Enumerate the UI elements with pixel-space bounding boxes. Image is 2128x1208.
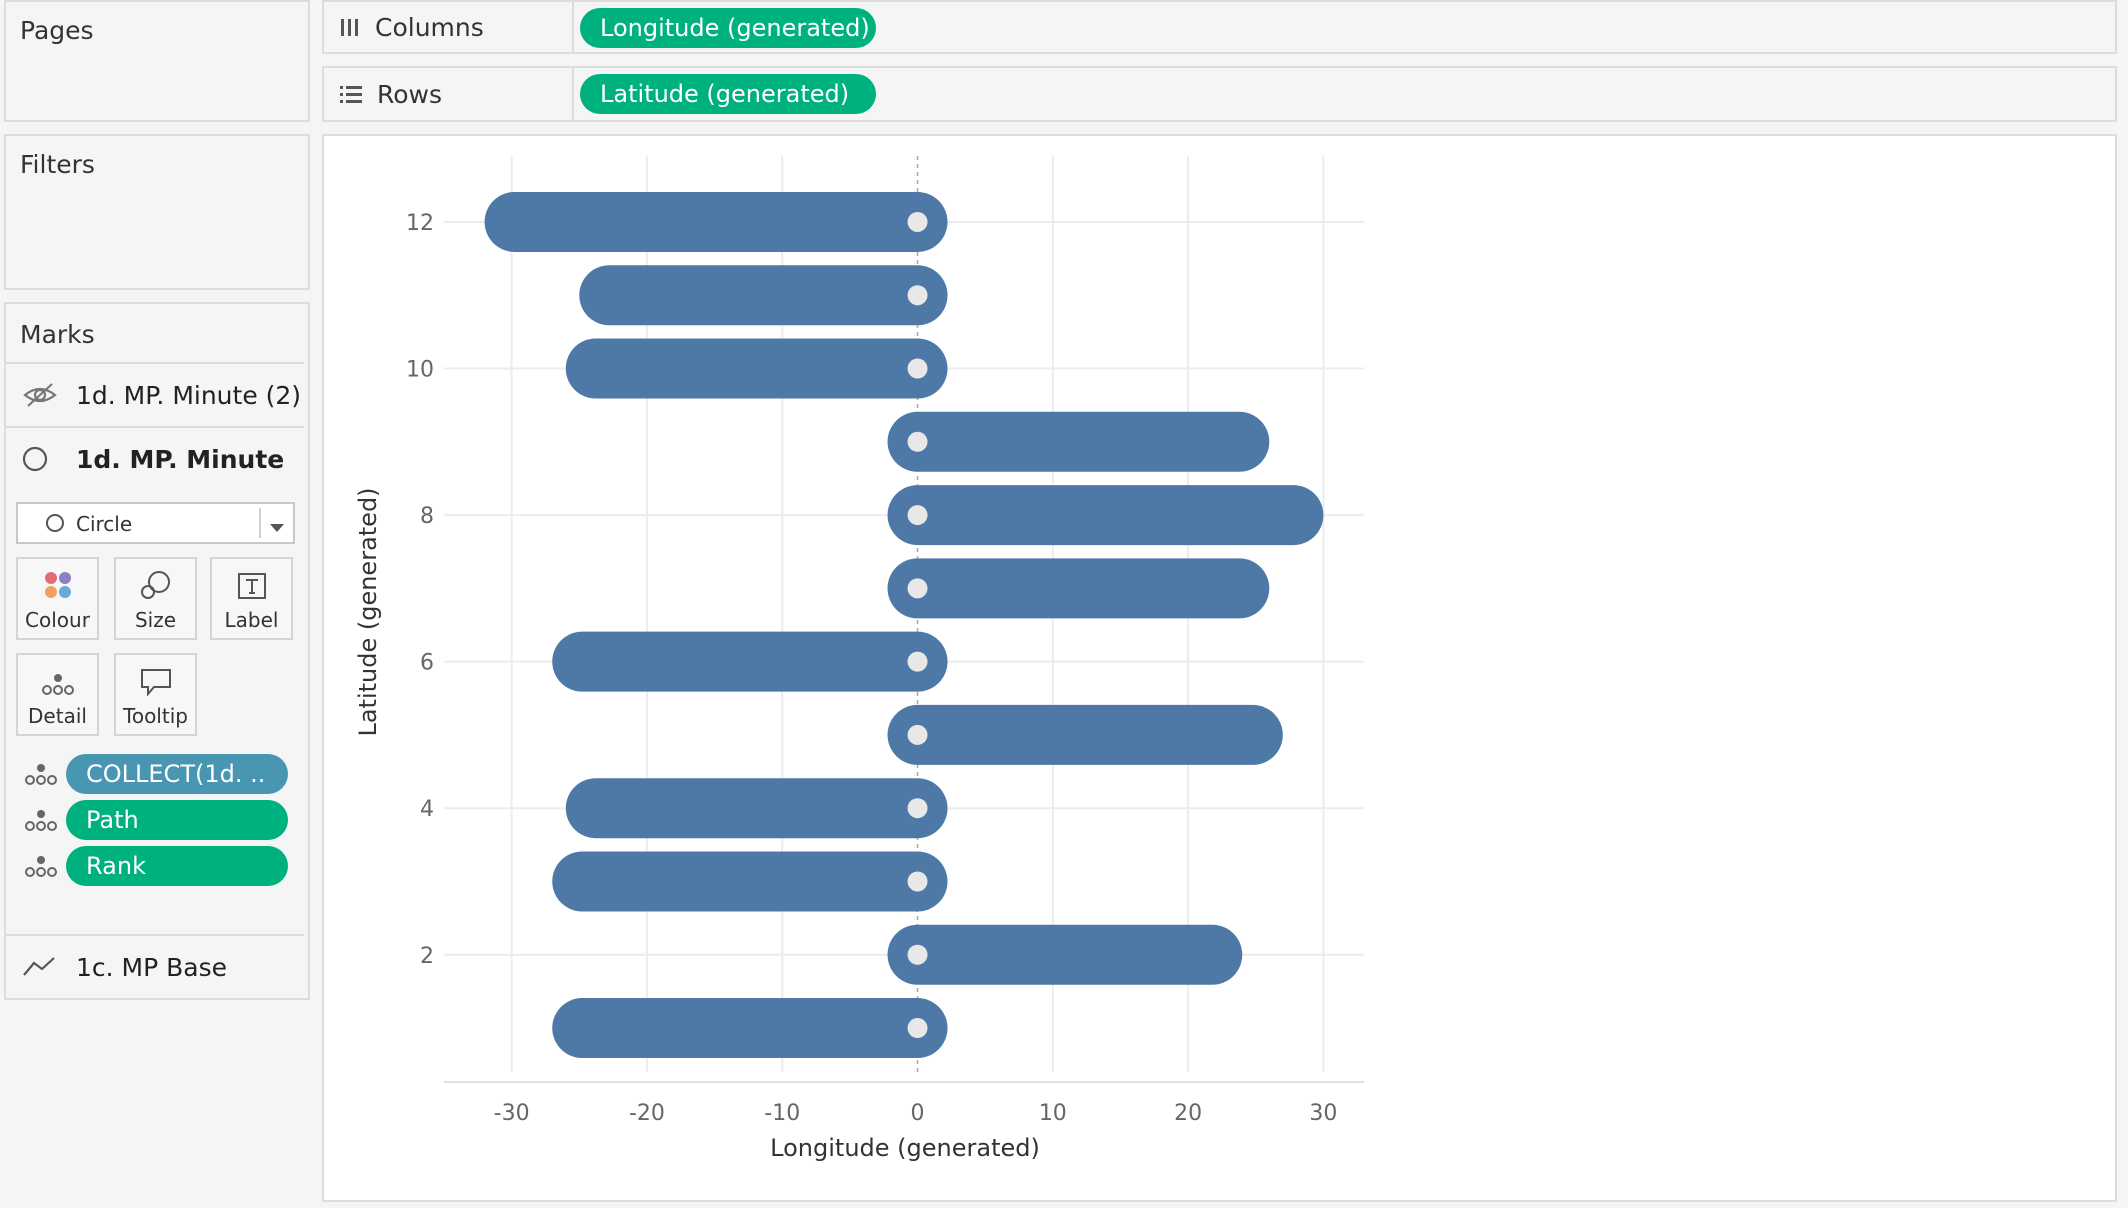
origin-dot-mark[interactable]: [907, 431, 928, 452]
marks-field-collect[interactable]: COLLECT(1d. ..: [24, 754, 288, 794]
x-tick-label: -30: [494, 1101, 530, 1126]
tooltip-card[interactable]: Tooltip: [114, 653, 197, 736]
detail-icon: [25, 810, 57, 831]
y-tick-label: 2: [420, 944, 434, 969]
x-tick-label: 10: [1039, 1101, 1067, 1126]
x-tick-label: -20: [629, 1101, 665, 1126]
marks-layer-minute-2[interactable]: 1d. MP. Minute (2): [4, 362, 304, 426]
mark-type-value: Circle: [76, 512, 133, 536]
detail-card[interactable]: Detail: [16, 653, 99, 736]
origin-dot-mark[interactable]: [907, 578, 928, 599]
colour-icon: [44, 572, 71, 598]
columns-label: Columns: [375, 12, 484, 42]
origin-dot-mark[interactable]: [907, 285, 928, 306]
y-tick-label: 8: [420, 504, 434, 529]
marks-layer-minute[interactable]: 1d. MP. Minute: [4, 426, 304, 490]
marks-field-path[interactable]: Path: [24, 800, 288, 840]
marks-layer-base[interactable]: 1c. MP Base: [4, 934, 304, 998]
marks-title: Marks: [20, 320, 95, 349]
tooltip-label: Tooltip: [123, 704, 188, 728]
pages-panel[interactable]: Pages: [4, 0, 310, 122]
colour-card[interactable]: Colour: [16, 557, 99, 640]
detail-icon: [25, 856, 57, 877]
origin-dot-mark[interactable]: [907, 651, 928, 672]
bar-mark[interactable]: [552, 851, 948, 912]
rows-pill[interactable]: Latitude (generated): [580, 74, 876, 114]
origin-dot-mark[interactable]: [907, 724, 928, 745]
rows-shelf[interactable]: Rows Latitude (generated): [322, 66, 2117, 122]
bar-mark[interactable]: [887, 411, 1270, 472]
label-card[interactable]: Label: [210, 557, 293, 640]
columns-shelf[interactable]: Columns Longitude (generated): [322, 0, 2117, 54]
field-pill-rank[interactable]: Rank: [66, 846, 288, 886]
columns-icon: [341, 19, 358, 36]
x-tick-label: 30: [1309, 1101, 1337, 1126]
origin-dot-mark[interactable]: [907, 798, 928, 819]
columns-pill[interactable]: Longitude (generated): [580, 8, 876, 48]
field-pill-path[interactable]: Path: [66, 800, 288, 840]
y-axis-title: Latitude (generated): [354, 487, 382, 736]
x-axis-title: Longitude (generated): [770, 1134, 1040, 1162]
y-tick-label: 12: [406, 211, 434, 236]
origin-dot-mark[interactable]: [907, 871, 928, 892]
bar-mark[interactable]: [565, 778, 948, 839]
y-tick-label: 6: [420, 651, 434, 676]
x-tick-label: 20: [1174, 1101, 1202, 1126]
marks-layer-label: 1d. MP. Minute: [76, 444, 285, 474]
bar-mark[interactable]: [887, 558, 1270, 619]
marks-layer-label: 1c. MP Base: [76, 952, 228, 982]
marks-layer-label: 1d. MP. Minute (2): [76, 380, 302, 410]
text-label-icon: [237, 573, 266, 599]
detail-icon: [25, 764, 57, 785]
shelf-divider: [572, 68, 574, 120]
size-label: Size: [134, 608, 177, 632]
pages-title: Pages: [20, 16, 94, 45]
bar-mark[interactable]: [552, 631, 948, 692]
detail-icon: [41, 674, 74, 695]
dropdown-divider: [259, 508, 261, 538]
line-icon: [22, 955, 66, 979]
size-card[interactable]: Size: [114, 557, 197, 640]
bar-mark[interactable]: [579, 265, 948, 326]
bar-mark[interactable]: [565, 338, 948, 399]
field-pill-collect[interactable]: COLLECT(1d. ..: [66, 754, 288, 794]
tooltip-icon: [140, 669, 171, 696]
y-tick-label: 4: [420, 797, 434, 822]
shelf-divider: [572, 2, 574, 52]
eye-hidden-icon[interactable]: [22, 381, 66, 409]
rows-label: Rows: [377, 79, 443, 109]
chevron-down-icon: [269, 518, 285, 537]
origin-dot-mark[interactable]: [907, 944, 928, 965]
x-tick-label: -10: [764, 1101, 800, 1126]
origin-dot-mark[interactable]: [907, 1018, 928, 1039]
bar-mark[interactable]: [887, 704, 1283, 765]
label-label: Label: [224, 608, 279, 632]
origin-dot-mark[interactable]: [907, 211, 928, 232]
marks-field-rank[interactable]: Rank: [24, 846, 288, 886]
bar-mark[interactable]: [887, 485, 1324, 546]
circle-icon: [44, 512, 66, 538]
bar-mark[interactable]: [484, 191, 948, 252]
circle-icon: [22, 445, 66, 473]
y-tick-label: 10: [406, 358, 434, 383]
filters-panel[interactable]: Filters: [4, 134, 310, 290]
mark-type-dropdown[interactable]: Circle: [16, 502, 295, 544]
size-icon: [140, 571, 170, 599]
bar-mark[interactable]: [552, 998, 948, 1059]
chart[interactable]: -30 -20 -10 0 10 20 30 2 4 6 8 10 12 Longitude (gene…: [324, 136, 2115, 1200]
origin-dot-mark[interactable]: [907, 505, 928, 526]
detail-label: Detail: [28, 704, 87, 728]
filters-title: Filters: [20, 150, 95, 179]
colour-label: Colour: [25, 608, 90, 632]
view-canvas[interactable]: -30 -20 -10 0 10 20 30 2 4 6 8 10 12 Longitude (gene…: [322, 134, 2117, 1202]
x-tick-label: 0: [911, 1101, 925, 1126]
bar-mark[interactable]: [887, 924, 1243, 985]
rows-icon: [340, 86, 362, 103]
origin-dot-mark[interactable]: [907, 358, 928, 379]
